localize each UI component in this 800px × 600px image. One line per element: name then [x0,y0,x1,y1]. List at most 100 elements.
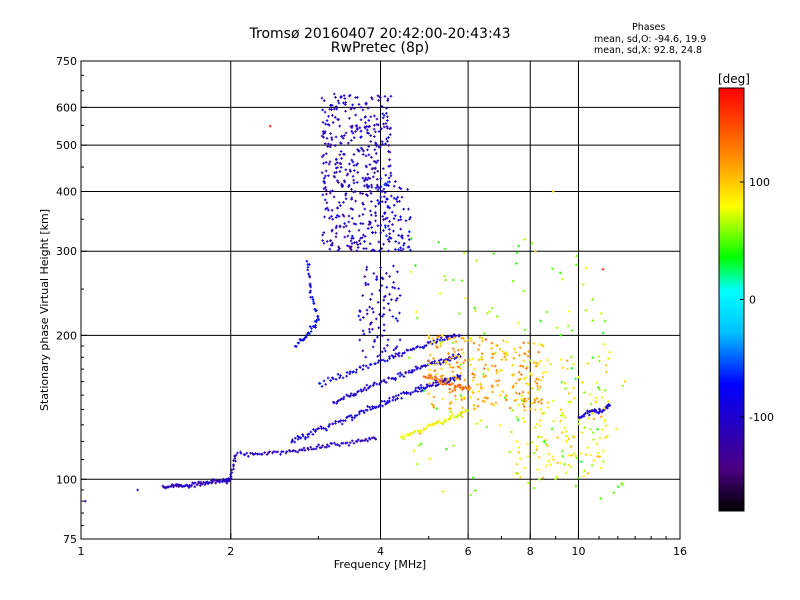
data-point [554,477,557,481]
data-point [339,95,343,98]
data-point [356,162,359,165]
data-point [439,421,442,425]
data-point [477,348,480,351]
data-point [534,380,537,383]
data-point [382,187,386,191]
data-point [307,432,311,436]
data-point [330,229,334,233]
data-point [288,450,292,453]
data-point [401,236,404,240]
data-point [486,367,490,371]
chart-title: Tromsø 20160407 20:42:00-20:43:43 [249,26,511,42]
data-point [365,165,368,169]
data-point [522,289,526,293]
data-point [443,274,446,278]
data-point [540,402,543,405]
data-point [598,436,602,440]
data-point [490,384,494,388]
data-point [453,336,457,339]
data-point [409,392,412,396]
data-point [229,473,232,476]
data-point [254,452,257,455]
data-point [523,408,527,412]
data-point [384,217,387,221]
data-point [542,440,546,443]
data-point [586,446,590,449]
data-point [391,223,394,226]
data-point [352,153,356,156]
data-point [536,378,540,381]
data-point [584,267,588,270]
data-point [526,455,530,458]
data-point [381,404,384,408]
data-point [460,279,464,283]
data-point [375,178,379,181]
data-point [379,231,382,235]
data-point [386,238,390,241]
data-point [301,433,304,436]
data-point [386,180,390,184]
data-point [452,444,455,447]
data-point [568,453,571,457]
data-point [433,363,437,367]
data-point [449,401,453,404]
data-point [306,263,310,266]
data-point [355,249,359,253]
data-point [380,334,384,338]
data-point [336,206,339,210]
data-point [349,207,353,210]
data-point [431,422,435,426]
data-point [343,97,347,100]
data-point [437,359,441,362]
data-point [388,150,392,154]
data-point [353,416,356,420]
data-point [341,441,345,445]
data-point [361,329,365,333]
data-point [550,427,554,431]
data-point [382,329,386,332]
data-point [363,240,366,243]
data-point [322,132,325,136]
data-point [335,214,339,217]
data-point [355,368,358,372]
data-point [386,119,389,122]
data-point [296,434,300,438]
data-point [453,350,456,354]
data-point [457,312,461,315]
data-point [392,196,396,200]
data-point [367,223,371,226]
data-point [493,364,497,368]
data-point [498,348,502,351]
data-point [351,131,355,135]
data-point [354,130,357,133]
data-point [366,283,370,286]
data-point [577,422,580,426]
data-point [380,276,384,280]
data-point [386,224,390,228]
data-point [483,396,487,400]
data-point [369,192,373,195]
data-point [386,99,389,102]
data-point [414,365,418,368]
data-point [323,142,327,145]
data-point [563,462,566,466]
data-point [394,347,398,350]
data-point [388,396,391,400]
data-point [477,390,480,393]
y-axis-label: Stationary phase Virtual Height [km] [38,209,51,411]
data-point [345,415,349,419]
data-point [368,163,372,166]
data-point [358,191,362,195]
data-point [452,333,456,336]
data-point [599,497,602,500]
data-point [327,123,331,127]
data-point [337,201,341,204]
data-point [462,396,466,399]
data-point [371,405,374,408]
data-point [293,436,297,440]
data-point [458,374,462,378]
data-point [337,101,341,105]
data-point [549,363,553,366]
data-point [364,121,367,125]
data-point [533,408,537,412]
